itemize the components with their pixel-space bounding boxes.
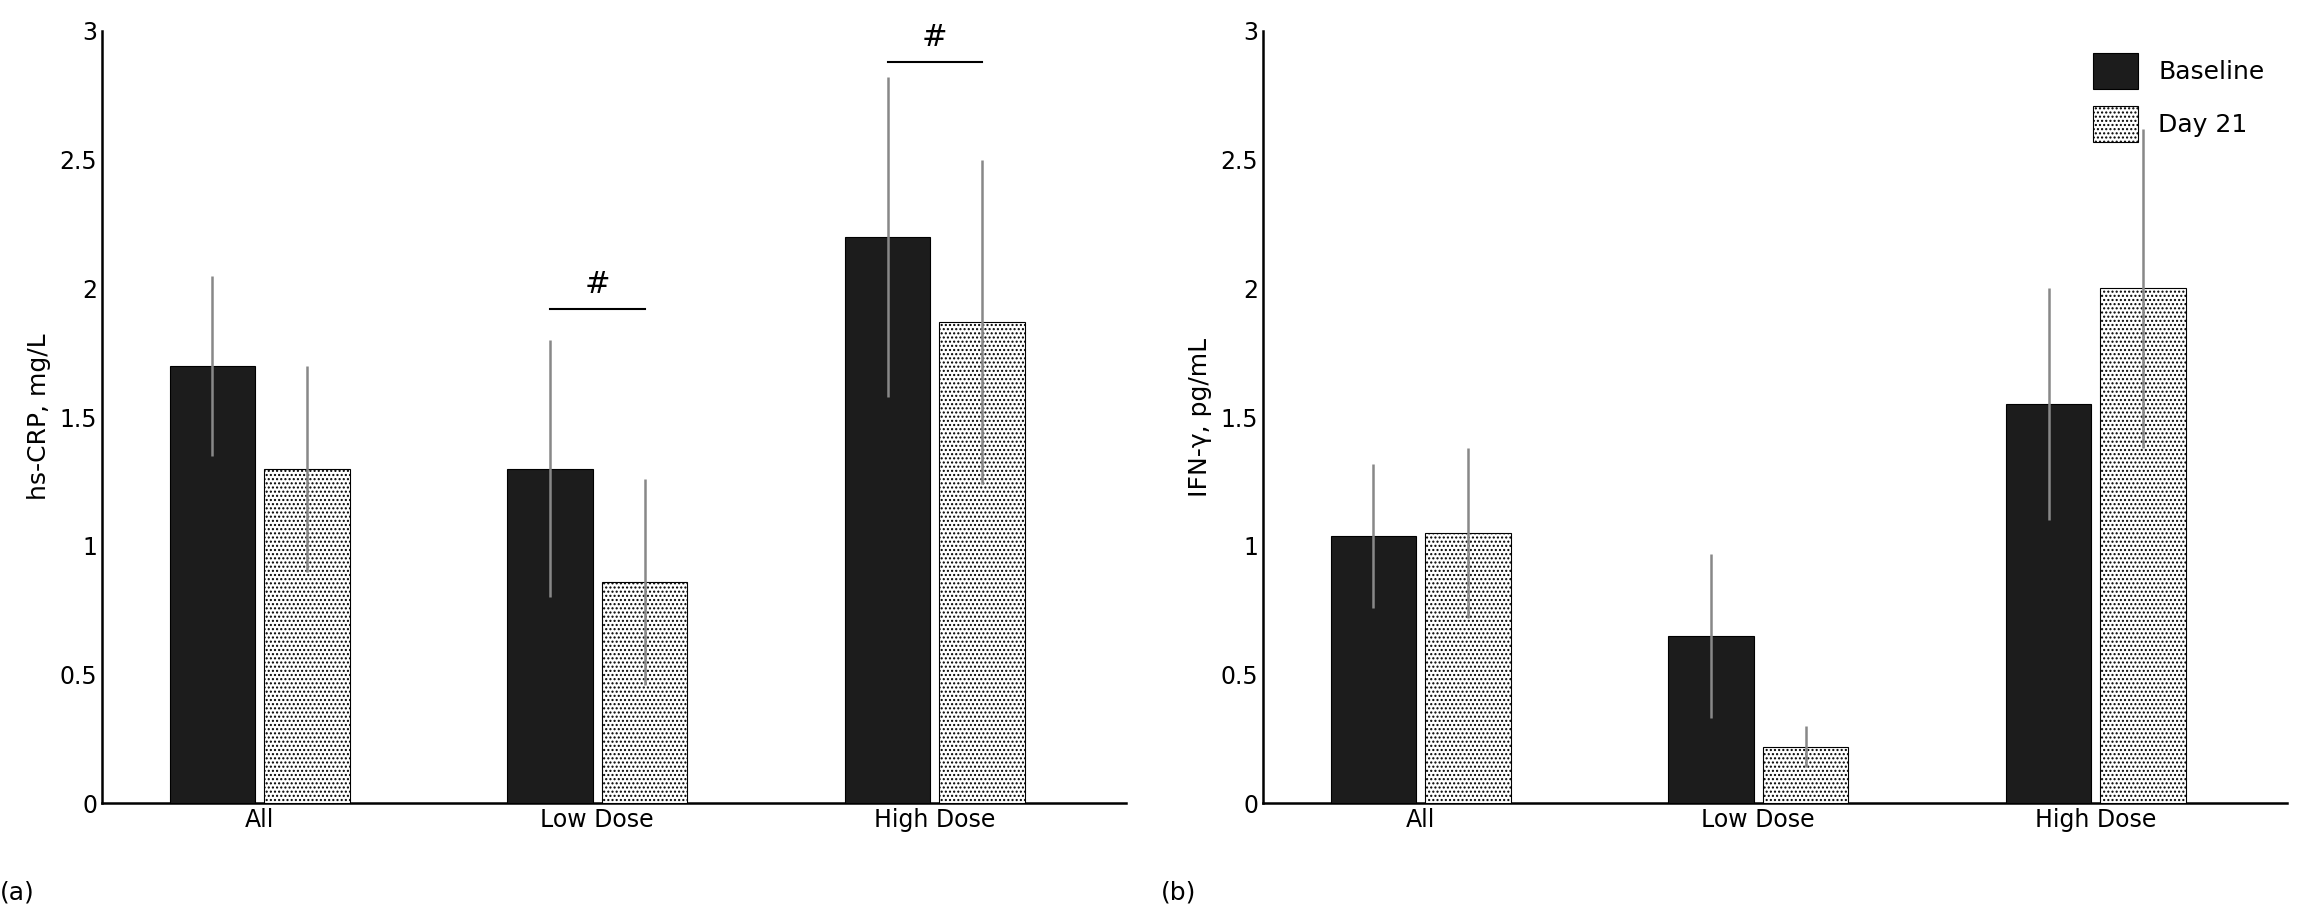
Text: (b): (b): [1161, 880, 1196, 904]
Y-axis label: hs-CRP, mg/L: hs-CRP, mg/L: [28, 334, 51, 501]
Text: #: #: [923, 23, 949, 51]
Bar: [263, 469, 351, 803]
Bar: [508, 469, 593, 803]
Text: (a): (a): [0, 880, 35, 904]
Bar: [1763, 747, 1849, 803]
Bar: [939, 322, 1025, 803]
Bar: [2100, 289, 2186, 803]
Legend: Baseline, Day 21: Baseline, Day 21: [2084, 43, 2276, 152]
Bar: [602, 582, 688, 803]
Bar: [1332, 536, 1417, 803]
Text: #: #: [584, 270, 609, 299]
Bar: [171, 366, 256, 803]
Bar: [2006, 404, 2091, 803]
Bar: [1669, 636, 1754, 803]
Bar: [1424, 533, 1512, 803]
Bar: [845, 237, 930, 803]
Y-axis label: IFN-γ, pg/mL: IFN-γ, pg/mL: [1189, 337, 1212, 497]
